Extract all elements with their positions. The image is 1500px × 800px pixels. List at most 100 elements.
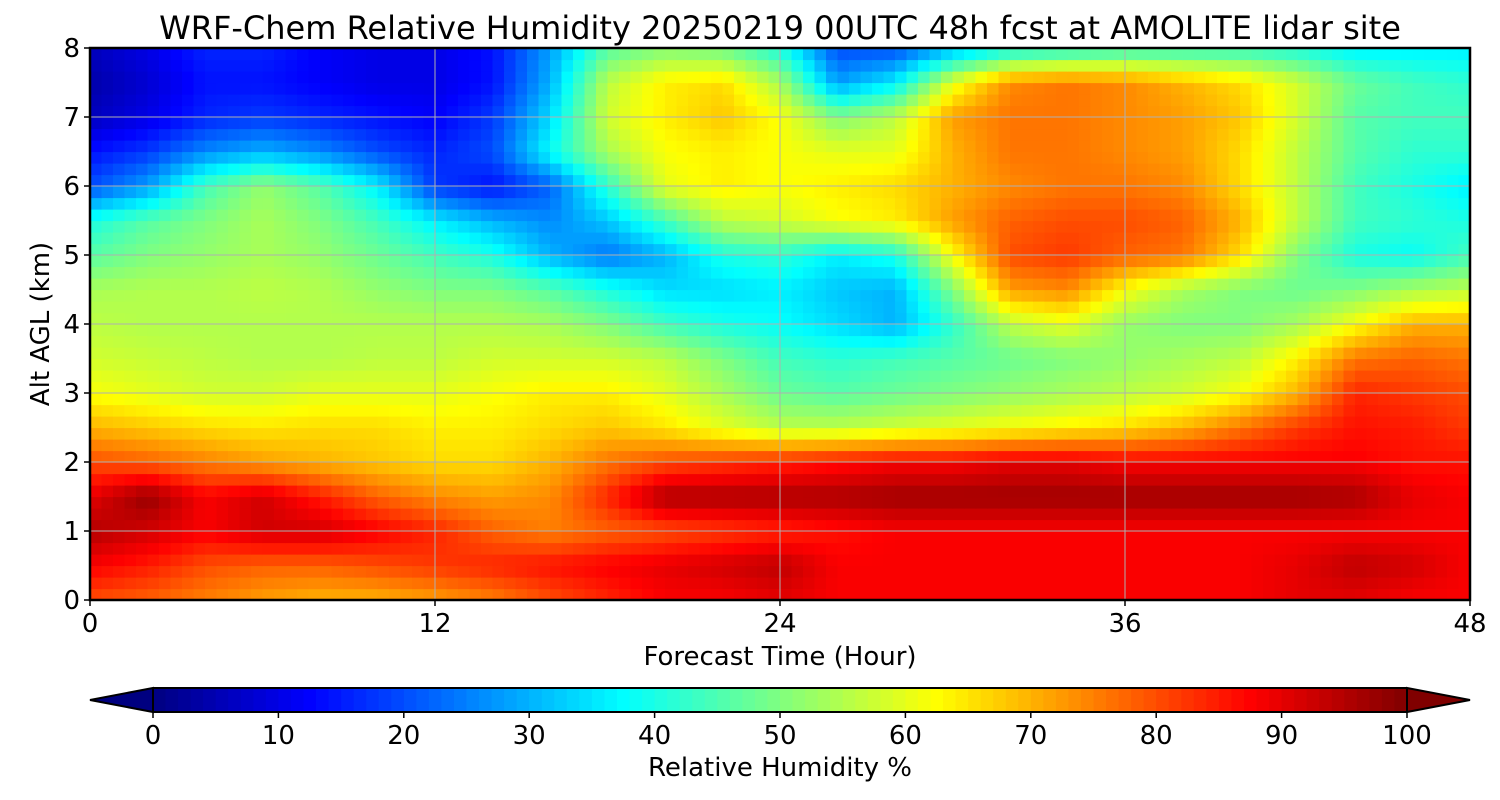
heatmap-cell xyxy=(722,416,735,429)
heatmap-cell xyxy=(1159,163,1172,176)
heatmap-cell xyxy=(722,485,735,498)
heatmap-cell xyxy=(1332,186,1345,199)
heatmap-cell xyxy=(412,255,425,268)
heatmap-cell xyxy=(228,324,241,337)
heatmap-cell xyxy=(872,427,885,440)
heatmap-cell xyxy=(1067,163,1080,176)
heatmap-cell xyxy=(561,151,574,164)
heatmap-cell xyxy=(320,301,333,314)
heatmap-cell xyxy=(1228,243,1241,256)
heatmap-cell xyxy=(1274,335,1287,348)
heatmap-cell xyxy=(400,197,413,210)
heatmap-cell xyxy=(734,312,747,325)
heatmap-cell xyxy=(297,381,310,394)
heatmap-cell xyxy=(1205,140,1218,153)
heatmap-cell xyxy=(458,232,471,245)
heatmap-cell xyxy=(665,588,678,601)
heatmap-cell xyxy=(170,117,183,130)
heatmap-cell xyxy=(1263,209,1276,222)
heatmap-cell xyxy=(1125,347,1138,360)
heatmap-cell xyxy=(481,439,494,452)
heatmap-cell xyxy=(1102,335,1115,348)
heatmap-cell xyxy=(929,151,942,164)
heatmap-cell xyxy=(906,450,919,463)
heatmap-cell xyxy=(1090,243,1103,256)
heatmap-cell xyxy=(1240,163,1253,176)
heatmap-cell xyxy=(1102,289,1115,302)
heatmap-cell xyxy=(446,197,459,210)
heatmap-cell xyxy=(124,565,137,578)
heatmap-cell xyxy=(964,554,977,567)
heatmap-cell xyxy=(147,324,160,337)
heatmap-cell xyxy=(918,266,931,279)
heatmap-cell xyxy=(895,312,908,325)
heatmap-cell xyxy=(860,117,873,130)
heatmap-cell xyxy=(274,496,287,509)
heatmap-cell xyxy=(1090,462,1103,475)
heatmap-cell xyxy=(354,312,367,325)
heatmap-cell xyxy=(1171,519,1184,532)
heatmap-cell xyxy=(1286,485,1299,498)
heatmap-cell xyxy=(285,416,298,429)
heatmap-cell xyxy=(1263,485,1276,498)
heatmap-cell xyxy=(423,554,436,567)
heatmap-cell xyxy=(308,186,321,199)
heatmap-cell xyxy=(1424,151,1437,164)
heatmap-cell xyxy=(1343,255,1356,268)
heatmap-cell xyxy=(1125,519,1138,532)
heatmap-cell xyxy=(1458,289,1471,302)
heatmap-cell xyxy=(251,255,264,268)
heatmap-cell xyxy=(1297,335,1310,348)
heatmap-cell xyxy=(1021,186,1034,199)
heatmap-cell xyxy=(722,347,735,360)
heatmap-cell xyxy=(251,450,264,463)
heatmap-cell xyxy=(527,243,540,256)
heatmap-cell xyxy=(124,220,137,233)
heatmap-cell xyxy=(573,117,586,130)
heatmap-cell xyxy=(1010,358,1023,371)
heatmap-cell xyxy=(688,140,701,153)
heatmap-cell xyxy=(446,508,459,521)
heatmap-cell xyxy=(504,404,517,417)
heatmap-cell xyxy=(607,404,620,417)
heatmap-cell xyxy=(929,577,942,590)
heatmap-cell xyxy=(1240,508,1253,521)
heatmap-cell xyxy=(1424,347,1437,360)
heatmap-cell xyxy=(205,151,218,164)
heatmap-cell xyxy=(239,266,252,279)
heatmap-cell xyxy=(1044,496,1057,509)
heatmap-cell xyxy=(182,404,195,417)
heatmap-cell xyxy=(343,370,356,383)
heatmap-cell xyxy=(1435,278,1448,291)
heatmap-cell xyxy=(1228,232,1241,245)
heatmap-cell xyxy=(538,439,551,452)
heatmap-cell xyxy=(872,393,885,406)
heatmap-cell xyxy=(1355,473,1368,486)
heatmap-cell xyxy=(814,496,827,509)
heatmap-cell xyxy=(205,496,218,509)
heatmap-cell xyxy=(1136,577,1149,590)
heatmap-cell xyxy=(998,358,1011,371)
heatmap-cell xyxy=(1297,255,1310,268)
heatmap-cell xyxy=(1033,278,1046,291)
heatmap-cell xyxy=(1401,174,1414,187)
heatmap-cell xyxy=(1263,450,1276,463)
heatmap-cell xyxy=(1136,151,1149,164)
heatmap-cell xyxy=(400,542,413,555)
heatmap-cell xyxy=(653,370,666,383)
heatmap-cell xyxy=(665,565,678,578)
heatmap-cell xyxy=(1079,266,1092,279)
heatmap-cell xyxy=(573,232,586,245)
heatmap-cell xyxy=(791,335,804,348)
heatmap-cell xyxy=(722,255,735,268)
heatmap-cell xyxy=(1286,393,1299,406)
heatmap-cell xyxy=(722,542,735,555)
heatmap-cell xyxy=(814,588,827,601)
heatmap-cell xyxy=(1228,565,1241,578)
heatmap-cell xyxy=(1102,450,1115,463)
heatmap-cell xyxy=(1090,151,1103,164)
heatmap-cell xyxy=(481,370,494,383)
heatmap-cell xyxy=(918,496,931,509)
heatmap-cell xyxy=(791,577,804,590)
heatmap-cell xyxy=(573,485,586,498)
